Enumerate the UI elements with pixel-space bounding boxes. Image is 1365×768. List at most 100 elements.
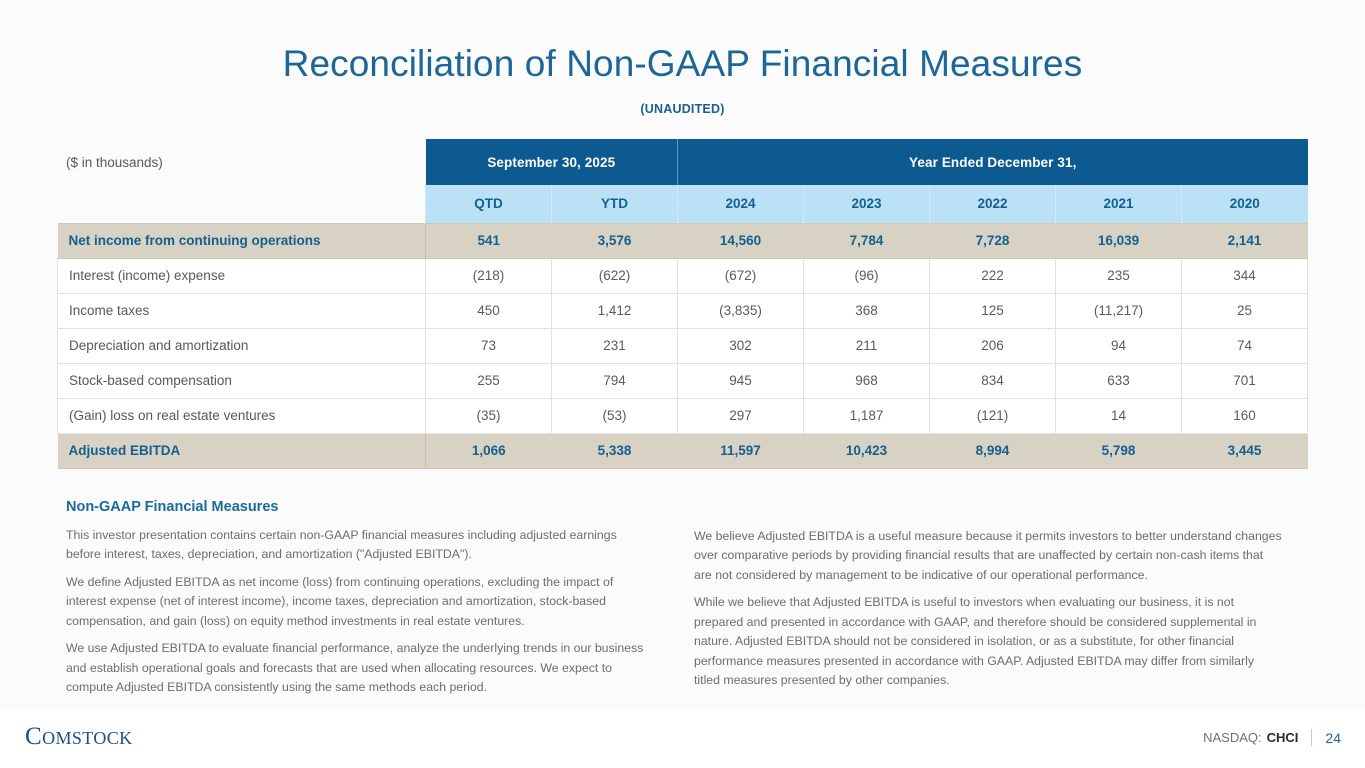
row-label: Adjusted EBITDA xyxy=(57,432,426,469)
group-header-spacer xyxy=(58,139,426,185)
footer-divider xyxy=(1311,729,1313,746)
row-label: Net income from continuing operations xyxy=(57,222,426,259)
cell-value: 701 xyxy=(1181,362,1308,399)
footnotes-left-column: Non-GAAP Financial Measures This investo… xyxy=(66,499,654,705)
footnote-paragraph: We believe Adjusted EBITDA is a useful m… xyxy=(694,529,1282,582)
row-label: Stock-based compensation xyxy=(57,362,426,399)
cell-value: 1,412 xyxy=(551,292,678,329)
column-header-2020: 2020 xyxy=(1181,185,1308,223)
cell-value: 3,445 xyxy=(1181,432,1308,469)
cell-value: 160 xyxy=(1181,397,1308,434)
slide-footer: Comstock NASDAQ: CHCI 24 xyxy=(0,710,1365,768)
column-header-2024: 2024 xyxy=(677,185,804,223)
cell-value: 834 xyxy=(929,362,1056,399)
cell-value: (121) xyxy=(929,397,1056,434)
cell-value: 5,798 xyxy=(1055,432,1182,469)
column-header-2021: 2021 xyxy=(1055,185,1182,223)
cell-value: 73 xyxy=(425,327,552,364)
cell-value: 206 xyxy=(929,327,1056,364)
cell-value: 368 xyxy=(803,292,930,329)
cell-value: 794 xyxy=(551,362,678,399)
column-header-2022: 2022 xyxy=(929,185,1056,223)
cell-value: 8,994 xyxy=(929,432,1056,469)
cell-value: 1,066 xyxy=(425,432,552,469)
table-row: Interest (income) expense (218) (622) (6… xyxy=(57,257,1308,294)
units-label: ($ in thousands) xyxy=(66,155,163,170)
cell-value: 2,141 xyxy=(1181,222,1308,259)
cell-value: (11,217) xyxy=(1055,292,1182,329)
cell-value: 255 xyxy=(425,362,552,399)
table-row: Depreciation and amortization 73 231 302… xyxy=(57,327,1308,364)
footnote-paragraph: While we believe that Adjusted EBITDA is… xyxy=(694,595,1257,687)
footnotes: Non-GAAP Financial Measures This investo… xyxy=(66,499,1283,705)
group-header-year: Year Ended December 31, xyxy=(677,139,1308,185)
cell-value: 25 xyxy=(1181,292,1308,329)
table-row: (Gain) loss on real estate ventures (35)… xyxy=(57,397,1308,434)
cell-value: (53) xyxy=(551,397,678,434)
page-title: Reconciliation of Non-GAAP Financial Mea… xyxy=(282,43,1083,84)
cell-value: 16,039 xyxy=(1055,222,1182,259)
cell-value: 14 xyxy=(1055,397,1182,434)
cell-value: 74 xyxy=(1181,327,1308,364)
column-header-qtd: QTD xyxy=(425,185,552,223)
cell-value: 344 xyxy=(1181,257,1308,294)
cell-value: 297 xyxy=(677,397,804,434)
table-row: Adjusted EBITDA 1,066 5,338 11,597 10,42… xyxy=(57,432,1308,469)
cell-value: 7,728 xyxy=(929,222,1056,259)
row-label: Depreciation and amortization xyxy=(57,327,426,364)
comstock-logo: Comstock xyxy=(25,723,133,750)
cell-value: 968 xyxy=(803,362,930,399)
row-label: (Gain) loss on real estate ventures xyxy=(57,397,426,434)
footnote-paragraph: This investor presentation contains cert… xyxy=(66,528,617,562)
page-number: 24 xyxy=(1325,729,1341,746)
cell-value: 11,597 xyxy=(677,432,804,469)
footnote-paragraph: We define Adjusted EBITDA as net income … xyxy=(66,574,614,628)
cell-value: 125 xyxy=(929,292,1056,329)
cell-value: (218) xyxy=(425,257,552,294)
cell-value: 3,576 xyxy=(551,222,678,259)
cell-value: (96) xyxy=(803,257,930,294)
footnotes-heading: Non-GAAP Financial Measures xyxy=(66,499,279,515)
cell-value: 10,423 xyxy=(803,432,930,469)
footnotes-right-column: We believe Adjusted EBITDA is a useful m… xyxy=(694,499,1282,705)
cell-value: (3,835) xyxy=(677,292,804,329)
row-label: Income taxes xyxy=(57,292,426,329)
title-block: Reconciliation of Non-GAAP Financial Mea… xyxy=(0,0,1365,116)
cell-value: (622) xyxy=(551,257,678,294)
table-row: Stock-based compensation 255 794 945 968… xyxy=(57,362,1308,399)
group-header-quarter: September 30, 2025 xyxy=(425,139,678,185)
table-group-header-row: September 30, 2025 Year Ended December 3… xyxy=(58,139,1308,185)
ticker-symbol: CHCI xyxy=(1266,730,1299,745)
cell-value: 222 xyxy=(929,257,1056,294)
financial-table-wrapper: September 30, 2025 Year Ended December 3… xyxy=(57,139,1308,469)
row-label: Interest (income) expense xyxy=(57,257,426,294)
footnote-paragraph: We use Adjusted EBITDA to evaluate finan… xyxy=(66,641,644,694)
column-header-spacer xyxy=(58,185,426,223)
cell-value: 633 xyxy=(1055,362,1182,399)
reconciliation-table: September 30, 2025 Year Ended December 3… xyxy=(57,139,1308,469)
column-header-ytd: YTD xyxy=(551,185,678,223)
cell-value: 235 xyxy=(1055,257,1182,294)
column-header-2023: 2023 xyxy=(803,185,930,223)
footer-right-group: NASDAQ: CHCI 24 xyxy=(1203,729,1341,746)
cell-value: (672) xyxy=(677,257,804,294)
ticker-exchange-label: NASDAQ: xyxy=(1203,730,1262,745)
cell-value: 14,560 xyxy=(677,222,804,259)
cell-value: 7,784 xyxy=(803,222,930,259)
cell-value: 1,187 xyxy=(803,397,930,434)
table-column-header-row: QTD YTD 2024 2023 2022 2021 2020 xyxy=(58,185,1308,223)
page-subtitle: (UNAUDITED) xyxy=(640,101,725,116)
cell-value: 231 xyxy=(551,327,678,364)
cell-value: 94 xyxy=(1055,327,1182,364)
cell-value: 945 xyxy=(677,362,804,399)
cell-value: 5,338 xyxy=(551,432,678,469)
table-head: September 30, 2025 Year Ended December 3… xyxy=(58,139,1308,223)
cell-value: 450 xyxy=(425,292,552,329)
table-row: Income taxes 450 1,412 (3,835) 368 125 (… xyxy=(57,292,1308,329)
table-row: Net income from continuing operations 54… xyxy=(57,222,1308,259)
cell-value: (35) xyxy=(425,397,552,434)
table-body: Net income from continuing operations 54… xyxy=(57,222,1308,469)
cell-value: 211 xyxy=(803,327,930,364)
cell-value: 541 xyxy=(425,222,552,259)
